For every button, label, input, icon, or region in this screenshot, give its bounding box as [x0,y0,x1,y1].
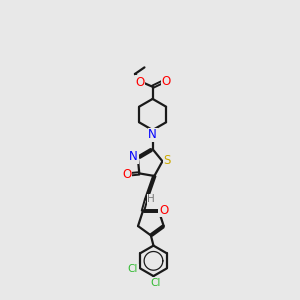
Text: O: O [162,75,171,88]
Text: S: S [163,154,170,167]
Text: H: H [147,194,155,204]
Text: O: O [136,76,145,88]
Text: N: N [129,150,138,164]
Text: O: O [122,168,131,181]
Text: O: O [159,204,168,217]
Text: Cl: Cl [128,264,138,274]
Text: N: N [148,128,157,141]
Text: Cl: Cl [150,278,160,288]
